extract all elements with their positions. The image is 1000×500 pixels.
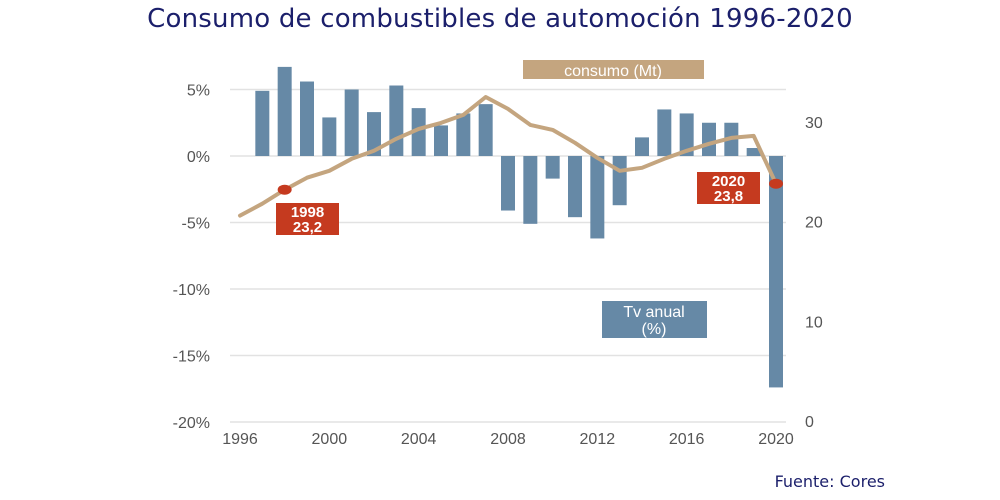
bar <box>635 137 649 156</box>
legend-consumo: consumo (Mt) <box>523 60 704 80</box>
left-tick-label: -10% <box>173 282 210 299</box>
left-tick-label: -20% <box>173 415 210 432</box>
legend-tv-swatch <box>602 301 707 338</box>
right-tick-label: 20 <box>805 215 823 232</box>
bar <box>277 66 292 156</box>
right-axis-ticks: 30 20 10 0 <box>805 115 823 431</box>
annotation-marker <box>769 178 783 189</box>
x-tick-label: 2016 <box>669 431 705 448</box>
bar <box>679 113 694 156</box>
x-tick-label: 2020 <box>758 431 794 448</box>
bar <box>746 148 761 156</box>
legend-consumo-swatch <box>523 60 704 79</box>
bar <box>456 113 471 156</box>
x-tick-label: 2000 <box>312 431 348 448</box>
annotation-year: 2020 <box>712 173 745 190</box>
annotation-box <box>697 172 760 204</box>
bar <box>769 156 783 388</box>
left-axis-ticks: 5% 0% -5% -10% -15% -20% <box>173 83 210 433</box>
annotation-marker <box>277 184 292 195</box>
legend-consumo-label: consumo (Mt) <box>564 63 662 80</box>
legend-tv-label-line1: Tv anual <box>623 304 684 321</box>
bar <box>657 109 672 156</box>
bar <box>523 156 538 224</box>
bar <box>367 112 381 156</box>
legends: consumo (Mt) Tv anual(%) <box>523 60 707 338</box>
x-axis-ticks: 1996 2000 2004 2008 2012 2016 2020 <box>222 431 794 448</box>
bar <box>590 156 605 239</box>
bar <box>568 156 582 218</box>
legend-tv-label-line2: (%) <box>642 321 667 338</box>
bar <box>255 90 270 156</box>
line-series <box>238 95 778 218</box>
bar <box>501 156 515 211</box>
x-tick-label: 2008 <box>490 431 526 448</box>
left-tick-label: 5% <box>187 83 210 100</box>
annotation-value: 23,8 <box>714 188 743 205</box>
left-tick-label: -15% <box>173 349 210 366</box>
x-tick-label: 1996 <box>222 431 258 448</box>
bar <box>322 117 337 156</box>
bar <box>702 122 716 156</box>
bar <box>411 108 426 156</box>
bar <box>478 104 493 156</box>
bar <box>545 156 560 179</box>
bar <box>434 125 448 156</box>
right-tick-label: 0 <box>805 414 814 431</box>
consumo-line <box>238 95 778 218</box>
source-note: Fuente: Cores <box>774 472 885 491</box>
left-tick-label: 0% <box>187 149 210 166</box>
annotation-box <box>276 203 339 235</box>
right-tick-label: 30 <box>805 115 823 132</box>
bar <box>300 81 314 156</box>
legend-tv-anual: Tv anual(%) <box>602 301 707 338</box>
left-tick-label: -5% <box>182 216 210 233</box>
bar <box>344 89 359 156</box>
annotation-year: 1998 <box>291 204 324 221</box>
bar <box>612 156 627 206</box>
x-tick-label: 2004 <box>401 431 437 448</box>
annotation-value: 23,2 <box>293 219 322 236</box>
chart-title: Consumo de combustibles de automoción 19… <box>147 4 853 34</box>
bar <box>389 85 404 156</box>
x-tick-label: 2012 <box>580 431 616 448</box>
bar-series <box>255 66 783 388</box>
right-tick-label: 10 <box>805 314 823 331</box>
